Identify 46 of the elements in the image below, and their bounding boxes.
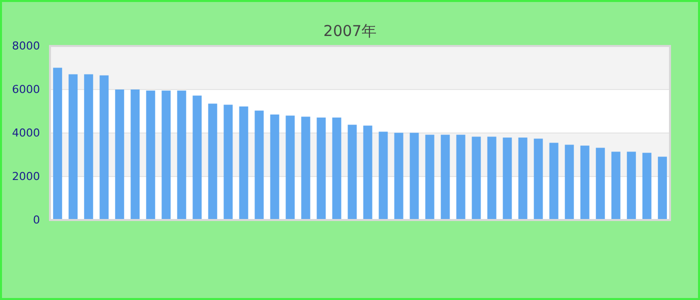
bar [363,126,372,220]
bar [239,106,248,220]
bar [130,90,140,220]
bar [472,136,481,220]
bar [394,132,404,220]
bar [564,144,574,220]
bar [177,90,186,220]
bar [286,116,295,220]
bar [270,114,280,220]
bar [84,74,94,220]
bar [162,90,171,220]
bar [332,118,342,220]
bar [100,75,109,220]
bar [518,138,528,220]
bar [53,68,62,220]
bar [626,152,636,220]
bar [642,152,652,220]
y-tick-label: 8000 [12,40,40,53]
bar [440,134,450,220]
bar [192,96,202,220]
bar [456,134,466,220]
y-tick-label: 2000 [12,170,40,184]
bar [208,104,218,220]
chart-subtitle: 2007年 [323,22,377,40]
bar [487,136,496,220]
bar [534,138,543,220]
bar [348,124,357,220]
bar [596,148,605,220]
y-tick-label: 0 [33,214,40,227]
bar [502,138,512,220]
bar [316,118,326,220]
bar [549,142,558,220]
y-tick-label: 4000 [12,126,40,140]
bar [611,152,620,220]
bar [658,156,667,220]
bar [301,116,310,220]
bar [425,134,434,220]
y-tick-label: 6000 [12,83,40,96]
bar [580,146,590,220]
bar [68,74,78,220]
bar [254,110,264,220]
bar [410,132,419,220]
bar [378,132,388,220]
bar [115,90,124,220]
bar [224,104,233,220]
bar [146,90,156,220]
